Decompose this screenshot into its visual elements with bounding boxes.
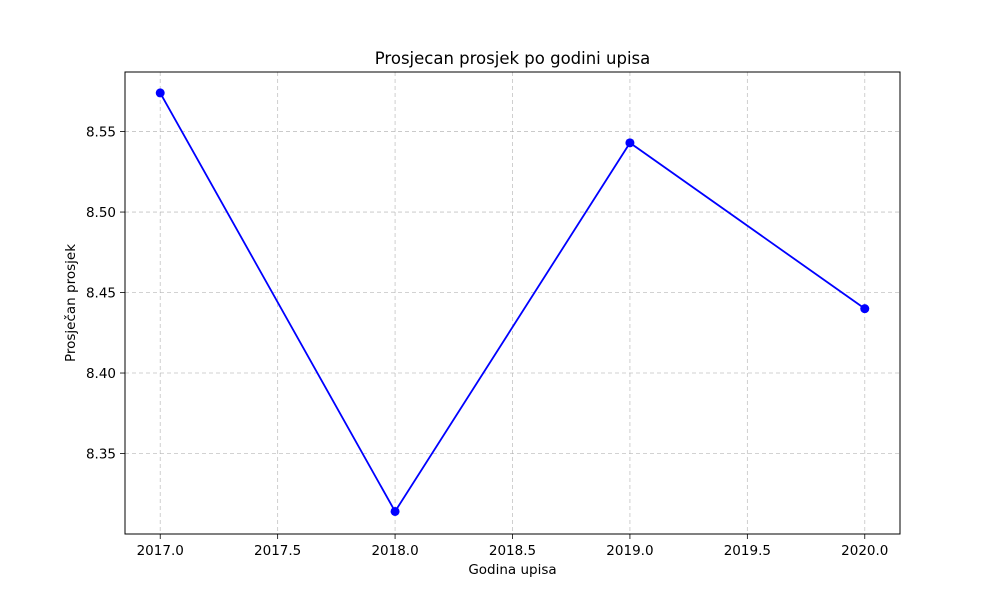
x-tick-label: 2019.5 bbox=[724, 543, 771, 559]
x-tick-label: 2018.5 bbox=[489, 543, 536, 559]
x-tick-label: 2017.5 bbox=[254, 543, 301, 559]
y-tick-label: 8.40 bbox=[86, 366, 116, 382]
series-line bbox=[159, 92, 866, 513]
y-axis-ticks: 8.35 8.40 8.45 8.50 8.55 bbox=[86, 125, 125, 463]
x-axis-label: Godina upisa bbox=[468, 562, 556, 578]
y-tick-label: 8.45 bbox=[86, 286, 116, 302]
y-tick-label: 8.55 bbox=[86, 125, 116, 141]
data-point bbox=[625, 138, 635, 148]
x-tick-label: 2020.0 bbox=[841, 543, 888, 559]
y-tick-label: 8.35 bbox=[86, 447, 116, 463]
series-layer bbox=[155, 88, 870, 516]
data-point bbox=[390, 506, 400, 516]
data-point bbox=[155, 88, 165, 98]
x-tick-label: 2018.0 bbox=[371, 543, 418, 559]
data-point bbox=[860, 304, 870, 314]
y-tick-label: 8.50 bbox=[86, 205, 116, 221]
chart-title: Prosjecan prosjek po godini upisa bbox=[375, 49, 650, 68]
grid bbox=[125, 72, 900, 534]
x-tick-label: 2019.0 bbox=[606, 543, 653, 559]
y-axis-label: Prosječan prosjek bbox=[63, 244, 79, 362]
x-tick-label: 2017.0 bbox=[137, 543, 184, 559]
x-axis-ticks: 2017.0 2017.5 2018.0 2018.5 2019.0 2019.5 2020… bbox=[137, 534, 888, 559]
